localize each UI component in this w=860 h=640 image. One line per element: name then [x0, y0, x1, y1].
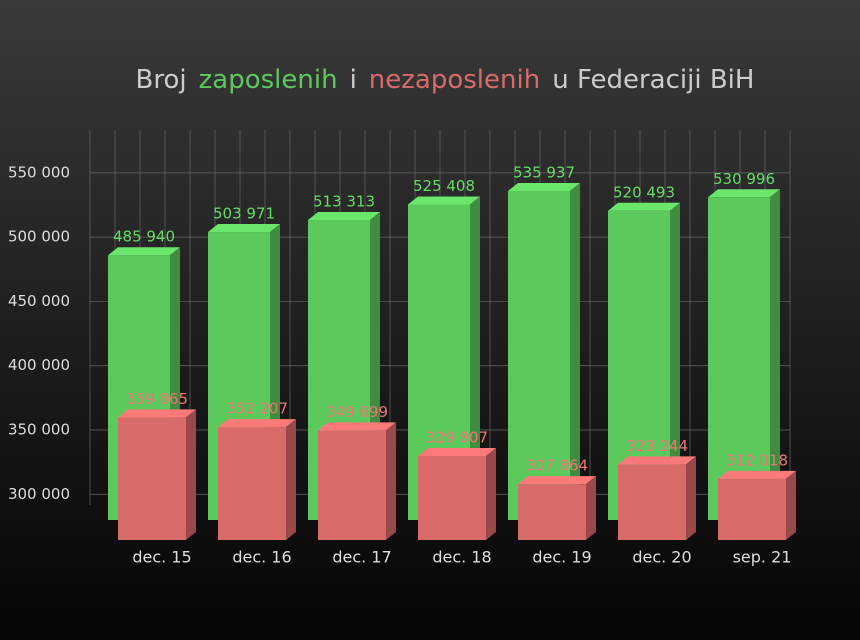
x-tick-label: dec. 15 [132, 548, 191, 567]
bar-side [770, 189, 780, 520]
data-label: 352 207 [226, 400, 288, 418]
bar [718, 478, 786, 540]
data-label: 359 865 [126, 390, 188, 408]
bar [218, 427, 286, 540]
bar-top [308, 212, 380, 221]
bar-group [508, 182, 580, 520]
bar-side [386, 422, 396, 540]
data-label: 530 996 [713, 170, 775, 188]
bar [418, 455, 486, 540]
data-label: 329 807 [426, 428, 488, 446]
data-label: 525 408 [413, 177, 475, 195]
bar-top [608, 202, 680, 211]
x-tick-label: dec. 19 [532, 548, 591, 567]
bar-top [318, 422, 396, 431]
bar-top [618, 456, 696, 465]
y-tick-label: 400 000 [8, 356, 70, 374]
y-tick-label: 300 000 [8, 485, 70, 503]
data-label: 513 313 [313, 193, 375, 211]
bar [708, 197, 770, 520]
x-tick-label: dec. 20 [632, 548, 691, 567]
y-tick-label: 450 000 [8, 292, 70, 310]
legend-entry: nezaposlenih [369, 65, 540, 95]
title-segment: i [350, 65, 357, 95]
y-tick-label: 350 000 [8, 421, 70, 439]
bar-top [718, 470, 796, 479]
bar-top [518, 476, 596, 485]
bar [118, 417, 186, 540]
bar-top [408, 196, 480, 205]
bar-top [708, 189, 780, 198]
bar-group [708, 189, 780, 520]
bar-side [686, 456, 696, 540]
data-label: 323 244 [626, 437, 688, 455]
data-label: 520 493 [613, 183, 675, 201]
bar-side [286, 419, 296, 540]
bar-side [786, 470, 796, 540]
bar-top [108, 247, 180, 256]
bar-group [218, 419, 296, 540]
bar-side [570, 182, 580, 520]
data-label: 312 018 [726, 451, 788, 469]
bar [518, 484, 586, 540]
bar-side [670, 202, 680, 520]
y-tick-label: 500 000 [8, 228, 70, 246]
x-tick-label: dec. 18 [432, 548, 491, 567]
bar [508, 190, 570, 520]
bar-side [486, 447, 496, 540]
bar-top [118, 409, 196, 418]
bar-group [518, 476, 596, 540]
bar-side [470, 196, 480, 520]
bar-top [208, 224, 280, 233]
x-tick-label: sep. 21 [733, 548, 792, 567]
bar-group [118, 409, 196, 540]
data-label: 485 940 [113, 228, 175, 246]
bar-side [586, 476, 596, 540]
x-tick-label: dec. 16 [232, 548, 291, 567]
bar [618, 464, 686, 540]
y-tick-label: 550 000 [8, 163, 70, 181]
legend-entry: zaposlenih [199, 65, 338, 95]
data-label: 349 699 [326, 403, 388, 421]
bar-top [218, 419, 296, 428]
title-segment: u Federaciji BiH [552, 65, 754, 95]
bar-top [508, 182, 580, 191]
bar-top [418, 447, 496, 456]
chart-title: Broj zaposlenih i nezaposlenih u Federaciji … [136, 65, 755, 95]
bar [318, 430, 386, 540]
data-label: 503 971 [213, 205, 275, 223]
x-tick-label: dec. 17 [332, 548, 391, 567]
bar-side [186, 409, 196, 540]
data-label: 535 937 [513, 163, 575, 181]
title-segment: Broj [136, 65, 187, 95]
bar-group [418, 447, 496, 540]
bar-group [618, 456, 696, 540]
bar-group [718, 470, 796, 540]
data-label: 307 864 [526, 457, 588, 475]
bar-group [318, 422, 396, 540]
